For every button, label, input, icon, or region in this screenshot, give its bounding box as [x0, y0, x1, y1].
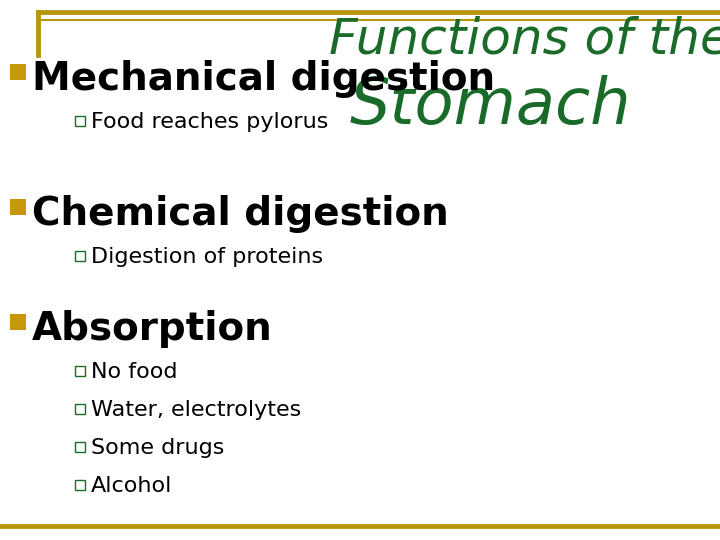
Text: Food reaches pylorus: Food reaches pylorus — [91, 112, 328, 132]
Text: Some drugs: Some drugs — [91, 438, 225, 458]
Bar — [10, 64, 26, 80]
Bar — [10, 314, 26, 330]
Bar — [75, 442, 85, 452]
Text: Absorption: Absorption — [32, 310, 273, 348]
Bar — [75, 480, 85, 490]
Text: Mechanical digestion: Mechanical digestion — [32, 60, 495, 98]
Bar — [10, 199, 26, 215]
Text: Digestion of proteins: Digestion of proteins — [91, 247, 323, 267]
Text: Stomach: Stomach — [349, 75, 631, 137]
Bar — [75, 251, 85, 261]
Text: No food: No food — [91, 362, 178, 382]
Text: Chemical digestion: Chemical digestion — [32, 195, 449, 233]
Bar — [75, 366, 85, 376]
Text: Functions of the: Functions of the — [329, 15, 720, 63]
Bar — [75, 116, 85, 126]
Text: Alcohol: Alcohol — [91, 476, 172, 496]
Text: Water, electrolytes: Water, electrolytes — [91, 400, 301, 420]
Bar — [75, 404, 85, 414]
